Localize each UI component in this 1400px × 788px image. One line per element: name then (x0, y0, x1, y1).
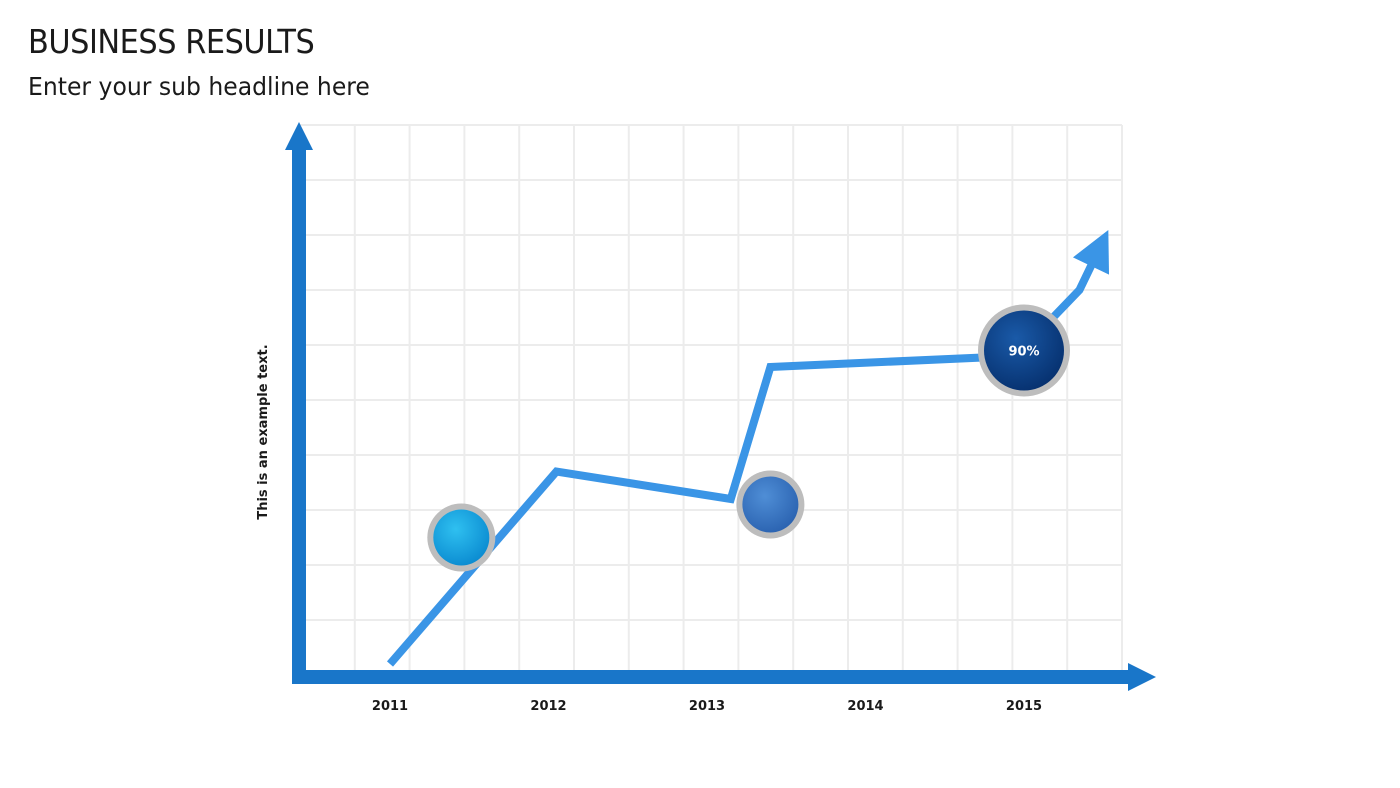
page-subtitle: Enter your sub headline here (28, 72, 370, 101)
data-point-marker (984, 310, 1064, 391)
chart-markers: 90% (427, 304, 1070, 572)
x-tick-label: 2013 (689, 699, 725, 714)
x-tick-label: 2015 (1006, 699, 1042, 714)
chart-labels: 2011 2012 2013 2014 2015 This is an example t… (256, 344, 1042, 714)
series-trend-arrowhead (1072, 229, 1110, 275)
y-axis-arrowhead (285, 122, 313, 150)
chart-axes (285, 122, 1156, 691)
chart-grid (300, 124, 1123, 675)
page-title: BUSINESS RESULTS (28, 22, 315, 61)
data-point-marker (433, 509, 490, 566)
x-axis-line (292, 670, 1132, 684)
x-axis-arrowhead (1128, 663, 1156, 691)
y-axis-line (292, 148, 306, 684)
y-axis-label: This is an example text. (256, 344, 271, 519)
series-line (386, 255, 1099, 667)
x-tick-label: 2011 (372, 699, 408, 714)
x-tick-label: 2012 (530, 699, 566, 714)
x-tick-label: 2014 (847, 699, 883, 714)
data-point-marker (742, 476, 799, 533)
chart-series (386, 229, 1110, 667)
data-label: 90% (1008, 345, 1039, 360)
